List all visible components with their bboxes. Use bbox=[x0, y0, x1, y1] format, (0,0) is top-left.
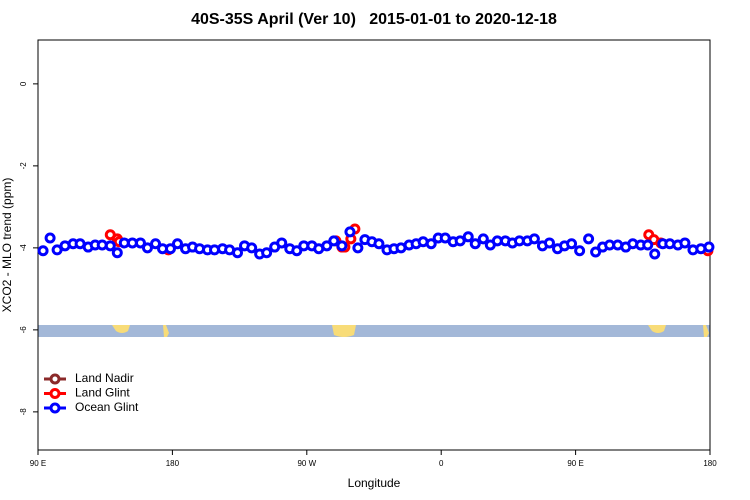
map-strip bbox=[38, 325, 710, 337]
point bbox=[164, 243, 176, 255]
legend-label: Land Glint bbox=[75, 386, 130, 400]
x-axis-label: Longitude bbox=[348, 476, 401, 490]
point bbox=[477, 233, 489, 245]
y-tick-label: -4 bbox=[19, 244, 28, 252]
point bbox=[111, 247, 123, 259]
point bbox=[261, 247, 273, 259]
point bbox=[583, 233, 595, 245]
legend-marker bbox=[49, 402, 61, 414]
legend-marker bbox=[49, 373, 61, 385]
y-axis-label: XCO2 - MLO trend (ppm) bbox=[0, 178, 14, 313]
point bbox=[352, 242, 364, 254]
land bbox=[112, 325, 130, 333]
land bbox=[703, 325, 709, 337]
ocean-strip bbox=[38, 325, 710, 337]
point bbox=[150, 238, 162, 250]
land bbox=[163, 325, 169, 337]
point bbox=[462, 231, 474, 243]
point bbox=[344, 226, 356, 238]
point bbox=[276, 237, 288, 249]
point bbox=[336, 240, 348, 252]
point bbox=[679, 237, 691, 249]
x-tick-label: 90 E bbox=[567, 459, 583, 468]
point bbox=[642, 239, 654, 251]
point bbox=[291, 245, 303, 257]
point bbox=[51, 244, 63, 256]
y-tick-label: -6 bbox=[19, 326, 28, 334]
chart-title: 40S-35S April (Ver 10) 2015-01-01 to 202… bbox=[191, 11, 557, 28]
x-tick-label: 90 W bbox=[297, 459, 316, 468]
point bbox=[566, 238, 578, 250]
point bbox=[328, 235, 340, 247]
point bbox=[649, 248, 661, 260]
legend-marker bbox=[49, 388, 61, 399]
point bbox=[373, 238, 385, 250]
point bbox=[232, 247, 244, 259]
series bbox=[37, 226, 715, 260]
legend-label: Ocean Glint bbox=[75, 400, 139, 414]
point bbox=[528, 233, 540, 245]
y-tick-label: -2 bbox=[19, 162, 28, 170]
y-tick-label: 0 bbox=[19, 81, 28, 86]
point bbox=[590, 246, 602, 258]
x-tick-label: 90 E bbox=[30, 459, 46, 468]
point bbox=[469, 238, 481, 250]
point bbox=[44, 232, 56, 244]
point bbox=[574, 245, 586, 257]
point bbox=[454, 235, 466, 247]
point bbox=[104, 240, 116, 252]
x-tick-label: 0 bbox=[439, 459, 444, 468]
point bbox=[703, 241, 715, 253]
point bbox=[321, 240, 333, 252]
point bbox=[543, 237, 555, 249]
legend-label: Land Nadir bbox=[75, 371, 134, 385]
point bbox=[171, 238, 183, 250]
x-tick-label: 180 bbox=[703, 459, 717, 468]
point bbox=[425, 238, 437, 250]
land bbox=[648, 325, 666, 333]
point bbox=[37, 245, 49, 257]
point bbox=[246, 242, 258, 254]
y-tick-label: -8 bbox=[19, 408, 28, 416]
land bbox=[332, 325, 356, 337]
point bbox=[141, 242, 153, 254]
x-tick-label: 180 bbox=[166, 459, 180, 468]
point bbox=[134, 237, 146, 249]
